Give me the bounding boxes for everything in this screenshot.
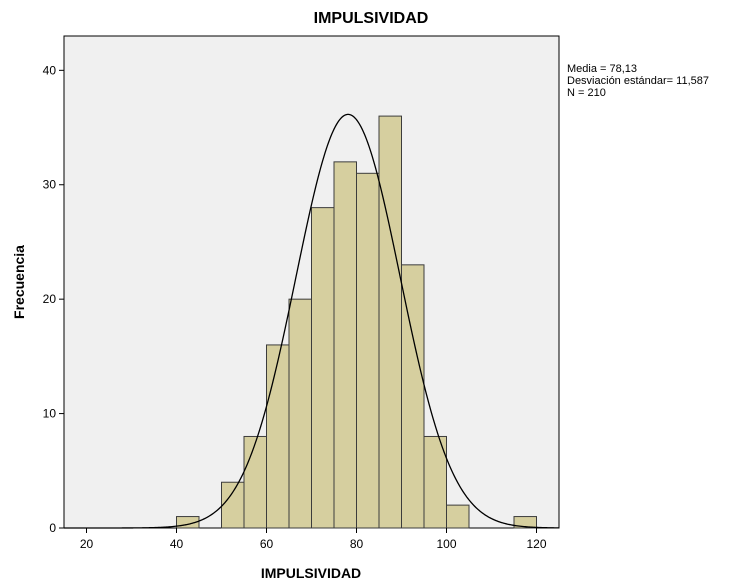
- normal-curve: [64, 113, 560, 529]
- y-axis-ticks: 0 10 20 30 40: [43, 63, 64, 535]
- histogram-bar: [311, 207, 335, 529]
- x-tick-label: 100: [436, 537, 456, 551]
- histogram-bar: [446, 504, 470, 529]
- histogram-bar: [401, 264, 425, 529]
- y-tick-label: 30: [43, 178, 57, 192]
- histogram-bar: [221, 481, 245, 529]
- y-tick-label: 20: [43, 292, 57, 306]
- statistics-legend: Media = 78,13 Desviación estándar= 11,58…: [567, 63, 709, 99]
- y-tick-label: 10: [43, 407, 57, 421]
- histogram-bar: [513, 516, 537, 529]
- histogram-bar: [356, 172, 380, 529]
- x-axis-title: IMPULSIVIDAD: [261, 565, 361, 581]
- histogram-bar: [176, 516, 200, 529]
- y-axis-title: Frecuencia: [11, 245, 27, 319]
- stat-n: N = 210: [567, 87, 606, 99]
- stat-std-dev: Desviación estándar= 11,587: [567, 75, 709, 87]
- x-tick-label: 120: [526, 537, 546, 551]
- chart-title: IMPULSIVIDAD: [314, 10, 429, 27]
- stat-mean: Media = 78,13: [567, 63, 637, 75]
- histogram-bar: [243, 435, 267, 529]
- histogram-bar: [288, 298, 312, 529]
- y-tick-label: 40: [43, 63, 57, 77]
- x-tick-label: 80: [350, 537, 364, 551]
- histogram-bar: [378, 115, 402, 529]
- histogram-bar: [266, 344, 290, 529]
- x-axis-ticks: 20 40 60 80 100 120: [80, 528, 547, 551]
- x-tick-label: 60: [260, 537, 274, 551]
- x-tick-label: 40: [170, 537, 184, 551]
- y-tick-label: 0: [49, 521, 56, 535]
- histogram-bar: [333, 161, 357, 529]
- x-tick-label: 20: [80, 537, 94, 551]
- histogram-bar: [423, 435, 447, 529]
